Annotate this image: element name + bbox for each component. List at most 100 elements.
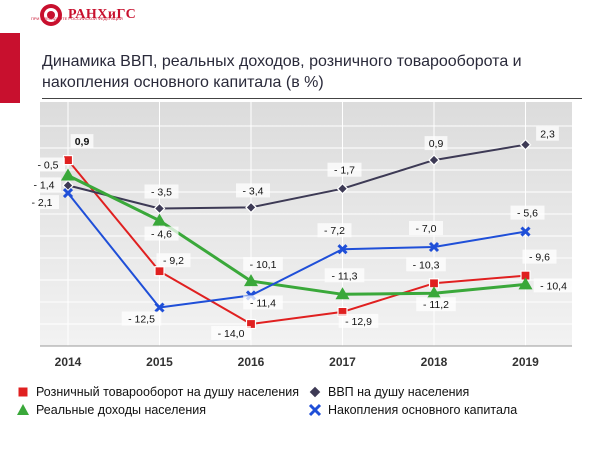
- svg-text:- 7,0: - 7,0: [415, 223, 436, 235]
- data-point-gdp: [245, 201, 257, 214]
- svg-text:- 4,6: - 4,6: [151, 229, 172, 241]
- svg-text:- 1,4: - 1,4: [33, 179, 54, 191]
- emblem-icon: [40, 4, 62, 26]
- title-line-1: Динамика ВВП, реальных доходов, рознично…: [42, 53, 522, 70]
- x-tick-label: 2018: [421, 355, 448, 369]
- logo-subtext: ПРИ ПРЕЗИДЕНТЕ РОССИЙСКОЙ ФЕДЕРАЦИИ: [31, 16, 123, 21]
- x-tick-label: 2019: [512, 355, 539, 369]
- data-point-income: [152, 213, 167, 226]
- svg-text:- 9,6: - 9,6: [529, 252, 550, 264]
- chart-area: 0,9 - 9,2 - 14,0 - 12,9 - 10,3 - 9,6 - 1,4 - 3,…: [0, 100, 600, 380]
- legend-label-retail: Розничный товарооборот на душу населения: [36, 385, 300, 399]
- series-line-retail: [67, 159, 526, 325]
- svg-text:- 9,2: - 9,2: [163, 255, 184, 267]
- legend-item-income: Реальные доходы населения: [16, 403, 206, 417]
- data-point-investment: [154, 302, 165, 313]
- triangle-marker-icon: [17, 404, 29, 415]
- data-label-income: - 4,6: [144, 226, 179, 241]
- data-label-retail: - 12,9: [338, 313, 379, 328]
- svg-text:- 12,9: - 12,9: [345, 316, 372, 328]
- logo-text: РАНХиГС: [68, 7, 137, 22]
- data-label-gdp: - 1,4: [27, 177, 61, 192]
- data-label-retail: - 9,6: [522, 249, 557, 264]
- svg-text:2,3: 2,3: [540, 129, 555, 141]
- x-tick-label: 2016: [238, 355, 265, 369]
- data-labels: 0,9 - 9,2 - 14,0 - 12,9 - 10,3 - 9,6 - 1,4 - 3,…: [25, 126, 574, 340]
- svg-text:- 10,4: - 10,4: [540, 280, 567, 292]
- data-point-gdp: [336, 182, 349, 195]
- accent-bar: [0, 33, 20, 103]
- data-label-investment: - 12,5: [121, 311, 162, 326]
- data-point-income: [61, 168, 75, 181]
- svg-text:- 3,4: - 3,4: [242, 185, 263, 197]
- svg-text:- 10,3: - 10,3: [413, 259, 440, 271]
- svg-text:- 12,5: - 12,5: [128, 314, 155, 326]
- svg-text:- 3,5: - 3,5: [151, 187, 172, 199]
- series-gdp: [62, 138, 532, 215]
- data-point-investment: [62, 188, 74, 199]
- svg-text:- 11,2: - 11,2: [423, 299, 449, 311]
- legend-label-investment: Накопления основного капитала: [328, 403, 518, 417]
- cross-marker-icon: [308, 403, 322, 417]
- title-divider: [42, 98, 582, 99]
- svg-text:- 11,3: - 11,3: [331, 270, 357, 282]
- data-label-gdp: 0,9: [424, 136, 448, 151]
- data-label-retail: 0,9: [70, 134, 94, 149]
- svg-text:- 1,7: - 1,7: [334, 165, 355, 177]
- svg-text:0,9: 0,9: [75, 136, 90, 148]
- data-label-retail: - 10,3: [406, 257, 446, 272]
- svg-text:- 14,0: - 14,0: [218, 328, 245, 340]
- svg-text:0,9: 0,9: [429, 138, 444, 150]
- plot-background: [40, 102, 572, 346]
- data-point-investment: [337, 244, 348, 255]
- x-tick-label: 2014: [55, 355, 82, 369]
- svg-text:- 7,2: - 7,2: [324, 225, 345, 237]
- data-label-retail: - 9,2: [156, 253, 191, 268]
- legend: Розничный товарооборот на душу населения…: [14, 383, 594, 423]
- line-chart: 0,9 - 9,2 - 14,0 - 12,9 - 10,3 - 9,6 - 1,4 - 3,…: [25, 102, 574, 369]
- legend-label-gdp: ВВП на душу населения: [328, 385, 470, 399]
- series-income: [61, 168, 533, 300]
- data-label-gdp: - 3,4: [236, 183, 270, 198]
- data-label-investment: - 2,1: [25, 195, 59, 210]
- series-layer: [61, 138, 533, 330]
- data-point-income: [427, 286, 441, 299]
- svg-text:- 11,4: - 11,4: [250, 297, 276, 309]
- data-label-income: - 10,1: [243, 257, 283, 272]
- svg-text:- 5,6: - 5,6: [517, 208, 538, 220]
- svg-text:- 10,1: - 10,1: [250, 259, 277, 271]
- logo: РАНХиГС: [38, 2, 136, 28]
- data-label-investment: - 5,6: [510, 205, 545, 220]
- legend-item-retail: Розничный товарооборот на душу населения: [16, 385, 299, 399]
- svg-text:- 0,5: - 0,5: [37, 160, 58, 172]
- data-label-income: - 0,5: [31, 157, 65, 172]
- diamond-marker-icon: [308, 385, 322, 399]
- data-point-retail: [154, 266, 165, 277]
- square-marker-icon: [17, 386, 29, 398]
- series-line-income: [67, 174, 526, 296]
- data-point-retail: [245, 318, 257, 330]
- x-tick-label: 2017: [329, 355, 356, 369]
- data-label-income: - 11,2: [416, 297, 456, 312]
- data-label-retail: - 14,0: [211, 326, 251, 340]
- data-label-income: - 10,4: [533, 278, 574, 293]
- svg-text:- 2,1: - 2,1: [31, 197, 52, 209]
- title-line-2: накопления основного капитала (в %): [42, 74, 324, 91]
- data-label-gdp: - 3,5: [144, 184, 179, 199]
- data-label-income: - 11,3: [324, 268, 365, 283]
- data-point-income: [244, 274, 258, 287]
- x-axis: 2014 2015 2016 2017 2018 2019: [55, 355, 540, 369]
- data-label-gdp: 2,3: [536, 126, 559, 141]
- legend-label-income: Реальные доходы населения: [36, 403, 206, 417]
- legend-item-investment: Накопления основного капитала: [308, 403, 517, 417]
- data-label-gdp: - 1,7: [327, 162, 362, 177]
- legend-item-gdp: ВВП на душу населения: [308, 385, 469, 399]
- series-line-gdp: [67, 143, 526, 210]
- data-label-investment: - 7,2: [317, 223, 352, 238]
- data-point-gdp: [428, 154, 440, 166]
- page-title: Динамика ВВП, реальных доходов, рознично…: [42, 51, 572, 93]
- data-point-gdp: [519, 138, 532, 151]
- data-label-investment: - 11,4: [243, 295, 283, 310]
- x-tick-label: 2015: [146, 355, 173, 369]
- data-point-income: [335, 287, 350, 300]
